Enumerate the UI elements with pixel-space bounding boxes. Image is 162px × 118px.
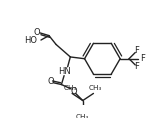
Text: F: F (135, 62, 139, 71)
Text: CH₃: CH₃ (76, 114, 89, 118)
Text: F: F (135, 46, 139, 55)
Text: CH₃: CH₃ (64, 85, 77, 91)
Text: F: F (140, 54, 145, 63)
Text: HN: HN (59, 67, 71, 76)
Text: O: O (33, 28, 40, 37)
Text: O: O (71, 87, 77, 96)
Text: CH₃: CH₃ (89, 85, 102, 91)
Text: HO: HO (24, 36, 37, 45)
Text: O: O (47, 77, 54, 86)
